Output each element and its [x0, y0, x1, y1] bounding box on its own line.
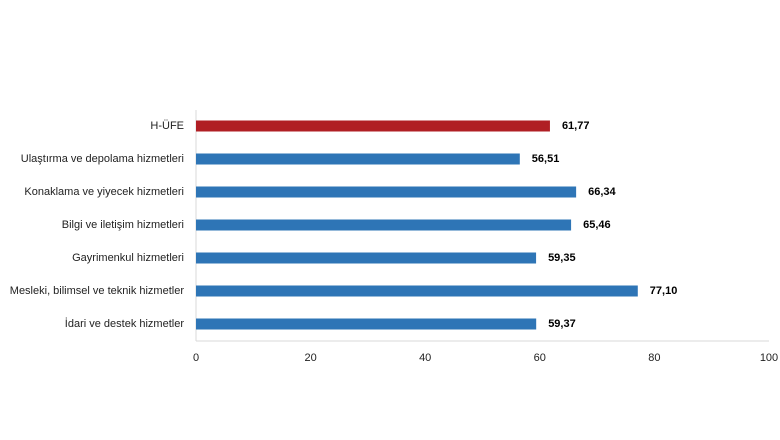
y-tick-label: Gayrimenkul hizmetleri	[72, 252, 184, 264]
value-label: 59,37	[548, 318, 576, 330]
y-tick-label: Bilgi ve iletişim hizmetleri	[62, 219, 184, 231]
bar	[196, 153, 520, 165]
x-tick-label: 20	[304, 352, 316, 364]
x-tick-label: 60	[534, 352, 546, 364]
x-tick-label: 80	[648, 352, 660, 364]
x-tick-label: 100	[760, 352, 778, 364]
bar	[196, 252, 537, 264]
value-label: 65,46	[583, 219, 611, 231]
bar	[196, 219, 572, 231]
x-tick-label: 0	[193, 352, 199, 364]
value-label: 61,77	[562, 120, 590, 132]
y-tick-label: H-ÜFE	[150, 120, 184, 132]
bar	[196, 186, 577, 198]
bar	[196, 285, 638, 297]
value-label: 59,35	[548, 252, 576, 264]
y-tick-label: Ulaştırma ve depolama hizmetleri	[21, 153, 184, 165]
y-tick-label: Mesleki, bilimsel ve teknik hizmetler	[10, 285, 185, 297]
x-tick-label: 40	[419, 352, 431, 364]
value-label: 77,10	[650, 285, 678, 297]
bar	[196, 120, 550, 132]
value-label: 56,51	[532, 153, 560, 165]
y-tick-label: Konaklama ve yiyecek hizmetleri	[24, 186, 184, 198]
y-tick-label: İdari ve destek hizmetler	[65, 317, 185, 330]
bar	[196, 318, 537, 330]
value-label: 66,34	[588, 186, 616, 198]
